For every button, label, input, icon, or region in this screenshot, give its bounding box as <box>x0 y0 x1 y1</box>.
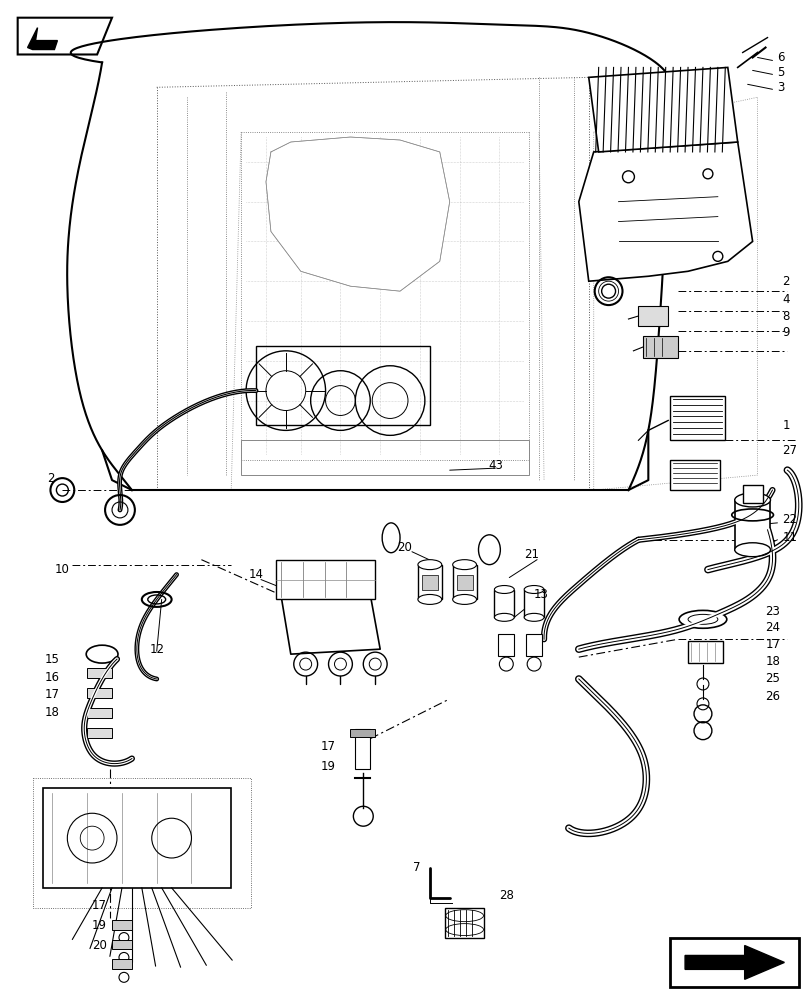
Text: 4: 4 <box>782 293 789 306</box>
Bar <box>687 641 722 663</box>
Bar <box>494 589 513 617</box>
Ellipse shape <box>382 523 400 553</box>
Bar <box>669 938 798 987</box>
Bar <box>669 460 719 490</box>
Text: 1: 1 <box>782 419 789 432</box>
Bar <box>42 788 231 888</box>
Text: 19: 19 <box>92 919 107 932</box>
Polygon shape <box>281 594 380 654</box>
Ellipse shape <box>678 610 726 628</box>
Ellipse shape <box>734 543 770 557</box>
Bar <box>255 346 429 425</box>
Text: 18: 18 <box>765 655 779 668</box>
Ellipse shape <box>734 493 770 507</box>
Text: 2: 2 <box>47 472 55 485</box>
Text: 25: 25 <box>765 672 779 686</box>
Text: 7: 7 <box>413 861 420 874</box>
Text: 17: 17 <box>45 688 59 701</box>
Ellipse shape <box>452 560 476 570</box>
Bar <box>452 565 476 599</box>
Bar <box>112 959 131 969</box>
Text: 18: 18 <box>45 706 59 719</box>
Text: 15: 15 <box>45 653 59 666</box>
Bar <box>87 688 112 698</box>
Polygon shape <box>28 28 58 50</box>
Polygon shape <box>578 142 752 281</box>
Text: 14: 14 <box>249 568 264 581</box>
Bar <box>524 589 543 617</box>
Bar <box>456 575 472 590</box>
Text: 24: 24 <box>765 621 779 634</box>
Bar <box>355 729 370 769</box>
Ellipse shape <box>494 613 513 621</box>
Polygon shape <box>588 67 737 152</box>
Polygon shape <box>266 137 449 291</box>
Bar <box>642 336 677 358</box>
Ellipse shape <box>494 586 513 593</box>
Bar <box>444 908 484 938</box>
Bar <box>498 634 513 656</box>
Bar <box>112 940 131 949</box>
Bar <box>87 728 112 738</box>
Bar <box>418 565 441 599</box>
Text: 9: 9 <box>782 326 789 339</box>
Bar <box>526 634 542 656</box>
Polygon shape <box>684 946 783 979</box>
Bar <box>241 440 529 475</box>
Text: 16: 16 <box>45 671 59 684</box>
Bar <box>669 396 724 440</box>
Text: 2: 2 <box>782 275 789 288</box>
Bar <box>112 920 131 930</box>
Text: 13: 13 <box>534 588 548 601</box>
Text: 17: 17 <box>765 638 779 651</box>
Text: 19: 19 <box>320 760 335 773</box>
Text: 27: 27 <box>782 444 796 457</box>
Bar <box>637 306 667 326</box>
Ellipse shape <box>524 613 543 621</box>
Text: 17: 17 <box>320 740 335 753</box>
Text: 6: 6 <box>776 51 784 64</box>
Ellipse shape <box>418 594 441 604</box>
Text: 21: 21 <box>524 548 539 561</box>
Text: 3: 3 <box>776 81 784 94</box>
Text: 22: 22 <box>782 513 796 526</box>
Text: 17: 17 <box>92 899 107 912</box>
Bar <box>87 668 112 678</box>
Text: 10: 10 <box>54 563 69 576</box>
Bar <box>276 560 375 599</box>
Bar <box>350 729 375 737</box>
Bar <box>422 575 437 590</box>
Text: 20: 20 <box>92 939 107 952</box>
Ellipse shape <box>524 586 543 593</box>
Text: 43: 43 <box>488 459 503 472</box>
Ellipse shape <box>452 594 476 604</box>
Text: 8: 8 <box>782 310 789 323</box>
Ellipse shape <box>478 535 500 565</box>
Text: 11: 11 <box>782 531 796 544</box>
Bar <box>87 708 112 718</box>
Ellipse shape <box>418 560 441 570</box>
Text: 23: 23 <box>765 605 779 618</box>
Bar <box>742 485 762 503</box>
Text: 5: 5 <box>776 66 784 79</box>
Text: 28: 28 <box>499 889 513 902</box>
Bar <box>734 500 770 550</box>
Text: 20: 20 <box>397 541 411 554</box>
Text: 12: 12 <box>149 643 165 656</box>
Text: 26: 26 <box>765 690 779 703</box>
